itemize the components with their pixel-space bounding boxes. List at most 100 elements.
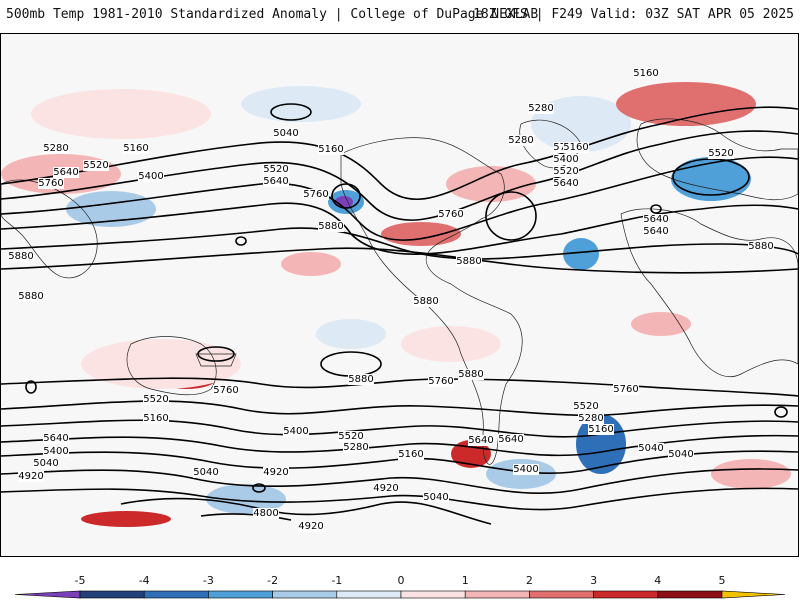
contour-label: 5280 [343, 442, 369, 453]
contour-label-text: 5880 [413, 296, 438, 307]
contour-label-background [643, 214, 669, 225]
contour-label: 5280 [43, 143, 69, 154]
contour-label: 5880 [348, 374, 374, 385]
contour-label: 5640 [553, 178, 579, 189]
colorbar: -5 -4 -3 -2 -1 0 1 2 3 4 5 [0, 570, 800, 600]
colorbar-graphic: -5 -4 -3 -2 -1 0 1 2 3 4 5 [14, 574, 786, 599]
contour-label: 5280 [528, 103, 554, 114]
contour-label: 5760 [303, 189, 329, 200]
contour-label: 5160 [563, 142, 589, 153]
colorbar-tick-label: -3 [203, 574, 214, 587]
contour-label-background [43, 433, 69, 444]
contour-label-background [18, 471, 44, 482]
colorbar-high-extend [721, 590, 786, 599]
contour-label-background [708, 148, 734, 159]
contour-label: 5160 [588, 424, 614, 435]
contour-label-text: 5760 [213, 385, 238, 396]
contour-label-background [143, 394, 169, 405]
contour-label-text: 4800 [253, 508, 278, 519]
contour-label: 5760 [428, 376, 454, 387]
contour-label-background [458, 369, 484, 380]
contour-label: 4920 [263, 467, 289, 478]
colorbar-tick-label: -2 [267, 574, 278, 587]
contour-label-background [456, 256, 482, 267]
contour-label: 5400 [138, 171, 164, 182]
contour-label: 4920 [18, 471, 44, 482]
colorbar-tick-label: 0 [398, 574, 405, 587]
contour-label: 5160 [143, 413, 169, 424]
contour-label: 5880 [413, 296, 439, 307]
contour-label-background [643, 226, 669, 237]
contour-label-background [513, 464, 539, 475]
contour-label: 5640 [468, 435, 494, 446]
contour-label-text: 5760 [613, 384, 638, 395]
contour-label-background [8, 251, 34, 262]
contour-label: 5640 [643, 226, 669, 237]
contour-label-background [338, 431, 364, 442]
contour-label-text: 5400 [283, 426, 308, 437]
contour-label-text: 5640 [263, 176, 288, 187]
contour-label-background [263, 176, 289, 187]
contour-label: 5520 [83, 160, 109, 171]
contour-label-text: 5880 [458, 369, 483, 380]
contour-label-text: 5280 [578, 413, 603, 424]
contour-label-background [318, 144, 344, 155]
contour-label-text: 5040 [423, 492, 448, 503]
contour-label: 5880 [318, 221, 344, 232]
contour-label: 5280 [578, 413, 604, 424]
contour-label-background [33, 458, 59, 469]
contour-label: 5040 [33, 458, 59, 469]
contour-label: 5880 [748, 241, 774, 252]
contour-label-background [373, 483, 399, 494]
contour-label-text: 5760 [303, 189, 328, 200]
contour-label-text: 5160 [123, 143, 148, 154]
contour-label-background [573, 401, 599, 412]
model-valid-time: 18Z GFS | F249 Valid: 03Z SAT APR 05 202… [473, 7, 794, 22]
colorbar-bin [79, 590, 145, 599]
contour-label-text: 5280 [43, 143, 68, 154]
contour-label: 5160 [123, 143, 149, 154]
contour-label-text: 5880 [8, 251, 33, 262]
colorbar-tick-label: -4 [139, 574, 150, 587]
contour-label-text: 5400 [138, 171, 163, 182]
contour-label: 5400 [43, 446, 69, 457]
contour-label-background [668, 449, 694, 460]
contour-label-background [298, 521, 324, 532]
contour-label: 5880 [456, 256, 482, 267]
contour-label-background [563, 142, 589, 153]
contour-label: 5640 [643, 214, 669, 225]
map-title: 500mb Temp 1981-2010 Standardized Anomal… [6, 7, 539, 22]
contour-label-background [748, 241, 774, 252]
contour-label-text: 5520 [143, 394, 168, 405]
contour-label-text: 5760 [438, 209, 463, 220]
colorbar-low-extend [14, 590, 81, 599]
colorbar-tick-label: 1 [462, 574, 469, 587]
contour-label-text: 5640 [468, 435, 493, 446]
contour-label-text: 5520 [263, 164, 288, 175]
contour-label-text: 5160 [588, 424, 613, 435]
contour-label-text: 5880 [318, 221, 343, 232]
contour-label-text: 5160 [563, 142, 588, 153]
contour-label: 5160 [633, 68, 659, 79]
contour-label-text: 5520 [553, 166, 578, 177]
contour-label-background [18, 291, 44, 302]
contour-label-background [638, 443, 664, 454]
contour-label-text: 5640 [643, 214, 668, 225]
colorbar-tick-label: 4 [654, 574, 661, 587]
colorbar-bin [143, 590, 209, 599]
contour-label-text: 5400 [553, 154, 578, 165]
contour-label-background [83, 160, 109, 171]
contour-label-background [143, 413, 169, 424]
contour-label: 5160 [318, 144, 344, 155]
contour-label: 5520 [573, 401, 599, 412]
contour-label: 5040 [273, 128, 299, 139]
contour-label-text: 5400 [43, 446, 68, 457]
colorbar-bin [400, 590, 466, 599]
contour-label-background [553, 178, 579, 189]
contour-label-text: 4920 [298, 521, 323, 532]
contour-label-text: 5280 [528, 103, 553, 114]
contour-label-background [123, 143, 149, 154]
contour-label: 5520 [143, 394, 169, 405]
contour-label-text: 5520 [338, 431, 363, 442]
